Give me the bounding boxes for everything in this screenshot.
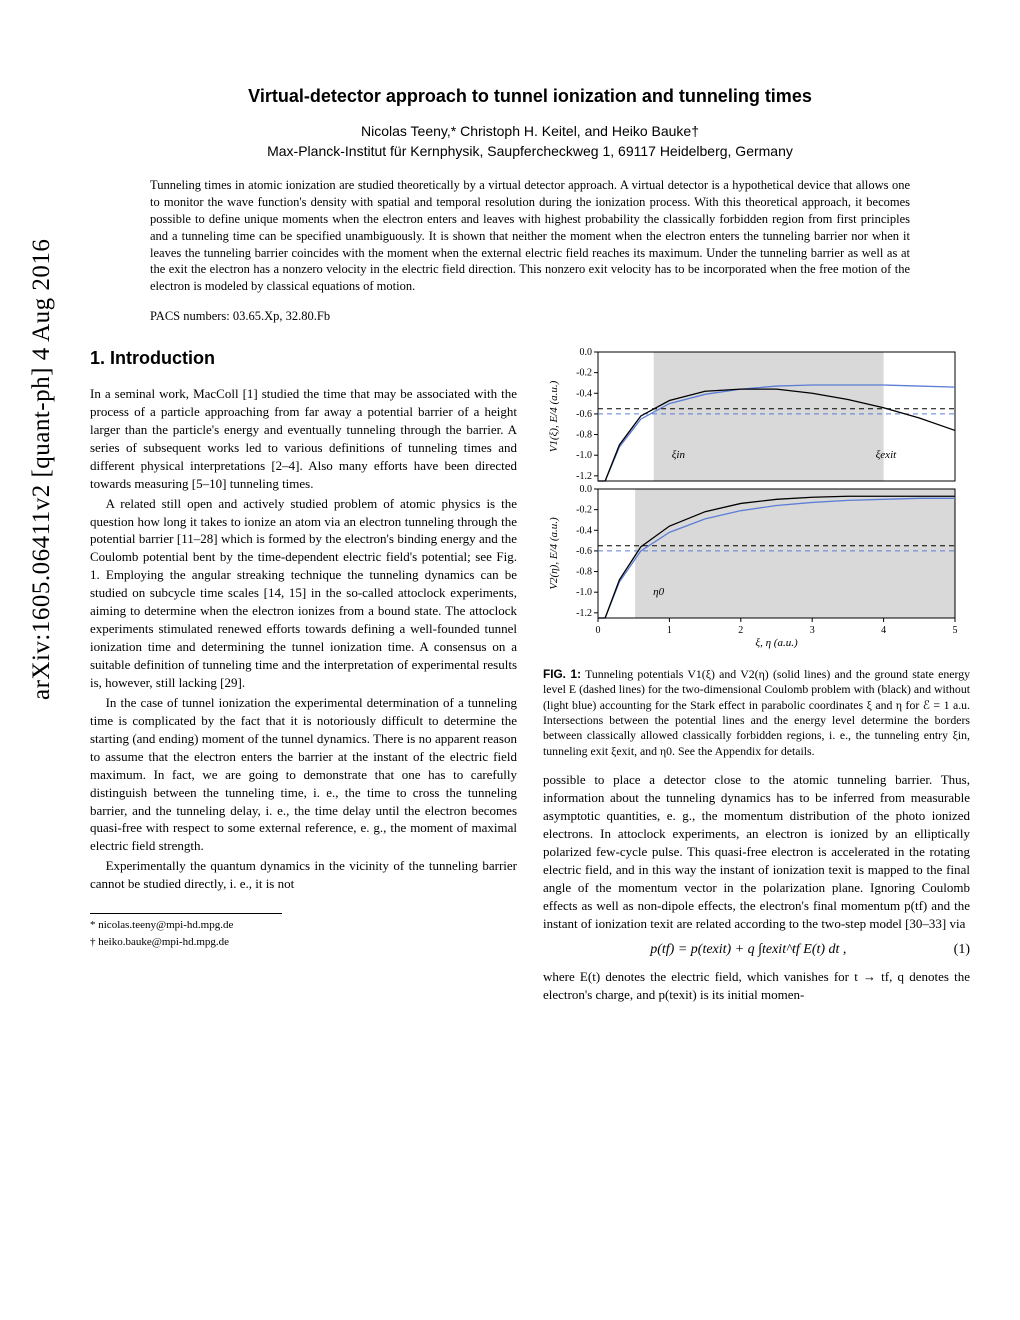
footnote: * nicolas.teeny@mpi-hd.mpg.de [90, 918, 282, 933]
arxiv-stamp: arXiv:1605.06411v2 [quant-ph] 4 Aug 2016 [28, 239, 56, 700]
svg-text:0.0: 0.0 [580, 347, 593, 358]
authors: Nicolas Teeny,* Christoph H. Keitel, and… [90, 123, 970, 139]
svg-text:5: 5 [953, 625, 958, 636]
section-heading: 1. Introduction [90, 346, 517, 371]
figure-1: 0.0 -0.2 -0.4 -0.6 -0.8 -1.0 -1.2 V1(ξ), E/4 (a… [543, 346, 970, 759]
para: In the case of tunnel ionization the exp… [90, 694, 517, 855]
equation-1: p(tf) = p(texit) + q ∫texit^tf E(t) dt ,… [543, 940, 970, 959]
left-column: 1. Introduction In a seminal work, MacCo… [90, 346, 517, 1006]
svg-text:-1.0: -1.0 [576, 450, 592, 461]
svg-text:-1.2: -1.2 [576, 608, 592, 619]
para: A related still open and actively studie… [90, 495, 517, 692]
svg-text:-0.8: -0.8 [576, 430, 592, 441]
svg-text:-0.4: -0.4 [576, 388, 592, 399]
svg-text:0: 0 [596, 625, 601, 636]
svg-text:V2(η), E/4 (a.u.): V2(η), E/4 (a.u.) [548, 517, 560, 590]
svg-text:V1(ξ), E/4 (a.u.): V1(ξ), E/4 (a.u.) [548, 380, 560, 452]
svg-text:η0: η0 [653, 586, 664, 598]
footnotes: * nicolas.teeny@mpi-hd.mpg.de † heiko.ba… [90, 913, 282, 950]
right-column: 0.0 -0.2 -0.4 -0.6 -0.8 -1.0 -1.2 V1(ξ), E/4 (a… [543, 346, 970, 1006]
pacs: PACS numbers: 03.65.Xp, 32.80.Fb [150, 309, 910, 324]
svg-text:-0.6: -0.6 [576, 409, 592, 420]
svg-text:ξ, η (a.u.): ξ, η (a.u.) [755, 637, 798, 649]
svg-text:-0.4: -0.4 [576, 525, 592, 536]
figure-1-plot: 0.0 -0.2 -0.4 -0.6 -0.8 -1.0 -1.2 V1(ξ), E/4 (a… [543, 346, 963, 656]
para: where E(t) denotes the electric field, w… [543, 968, 970, 1004]
svg-text:ξexit: ξexit [876, 449, 898, 461]
equation-number: (1) [954, 940, 970, 959]
figure-caption-text: Tunneling potentials V1(ξ) and V2(η) (so… [543, 667, 970, 758]
svg-text:4: 4 [881, 625, 886, 636]
svg-text:0.0: 0.0 [580, 484, 593, 495]
svg-text:-0.8: -0.8 [576, 567, 592, 578]
abstract: Tunneling times in atomic ionization are… [150, 177, 910, 295]
svg-text:2: 2 [738, 625, 743, 636]
figure-label: FIG. 1: [543, 667, 581, 681]
svg-text:-0.2: -0.2 [576, 505, 592, 516]
svg-text:3: 3 [810, 625, 815, 636]
figure-1-caption: FIG. 1: Tunneling potentials V1(ξ) and V… [543, 667, 970, 759]
svg-text:-1.0: -1.0 [576, 587, 592, 598]
equation-body: p(tf) = p(texit) + q ∫texit^tf E(t) dt , [650, 940, 846, 959]
paper-title: Virtual-detector approach to tunnel ioni… [90, 86, 970, 107]
para: In a seminal work, MacColl [1] studied t… [90, 385, 517, 493]
svg-text:-0.6: -0.6 [576, 546, 592, 557]
para: Experimentally the quantum dynamics in t… [90, 857, 517, 893]
svg-text:1: 1 [667, 625, 672, 636]
footnote: † heiko.bauke@mpi-hd.mpg.de [90, 935, 282, 950]
svg-text:-1.2: -1.2 [576, 471, 592, 482]
affiliation: Max-Planck-Institut für Kernphysik, Saup… [90, 143, 970, 159]
svg-text:ξin: ξin [672, 449, 686, 461]
para: possible to place a detector close to th… [543, 771, 970, 932]
svg-text:-0.2: -0.2 [576, 368, 592, 379]
